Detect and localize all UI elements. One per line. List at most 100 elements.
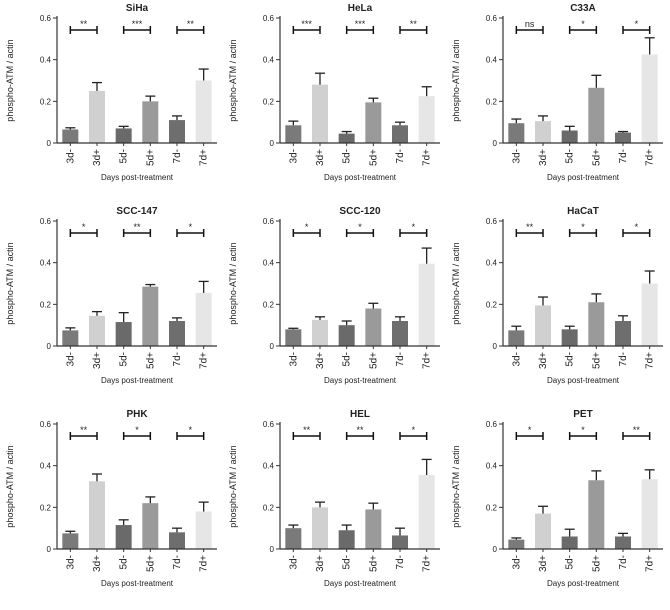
y-tick-label: 0.6 <box>263 14 275 23</box>
chart-title: SiHa <box>126 3 149 14</box>
x-tick-label: 5d- <box>119 555 130 569</box>
significance-label: ** <box>80 425 88 435</box>
x-tick-label: 3d+ <box>538 149 549 166</box>
significance-label: ** <box>633 425 641 435</box>
significance-label: * <box>581 425 585 435</box>
y-tick-label: 0 <box>47 342 52 351</box>
y-tick-label: 0.6 <box>263 420 275 429</box>
x-tick-label: 3d- <box>511 352 522 366</box>
x-tick-label: 7d- <box>395 149 406 163</box>
x-tick-label: 7d+ <box>645 555 656 572</box>
x-axis-label: Days post-treatment <box>547 579 620 588</box>
x-tick-label: 5d+ <box>591 352 602 369</box>
y-tick-label: 0.6 <box>40 420 52 429</box>
x-axis-label: Days post-treatment <box>101 579 174 588</box>
x-tick-label: 5d+ <box>368 149 379 166</box>
bar-5dminus <box>338 133 355 143</box>
significance-label: * <box>135 425 139 435</box>
y-tick-label: 0.4 <box>263 462 275 471</box>
chart-svg: C33A 0 0.2 0.4 0.6 3d- 3d+ 5d- 5d+ 7d- 7d+ ns * * Days… <box>451 3 663 182</box>
x-axis-label: Days post-treatment <box>324 173 397 182</box>
bar-3dplus <box>535 305 551 346</box>
x-tick-label: 3d+ <box>315 149 326 166</box>
significance-label: * <box>189 425 193 435</box>
y-tick-label: 0 <box>493 342 498 351</box>
bar-3dminus <box>285 528 302 549</box>
x-tick-label: 5d- <box>119 149 130 163</box>
x-tick-label: 5d- <box>342 555 353 569</box>
bar-3dminus <box>62 330 79 346</box>
x-tick-label: 7d- <box>395 555 406 569</box>
x-tick-label: 3d+ <box>92 555 103 572</box>
x-tick-label: 5d+ <box>591 149 602 166</box>
y-tick-label: 0.2 <box>486 503 498 512</box>
y-axis-label: phospho-ATM / actin <box>228 445 238 527</box>
significance-label: ** <box>356 425 364 435</box>
significance-label: ** <box>133 222 141 232</box>
bar-7dminus <box>615 132 631 143</box>
y-axis-label: phospho-ATM / actin <box>228 242 238 324</box>
bar-5dminus <box>561 536 578 549</box>
bar-3dminus <box>62 129 79 143</box>
x-tick-label: 3d- <box>65 352 76 366</box>
significance-label: *** <box>355 19 366 29</box>
significance-label: ** <box>410 19 418 29</box>
y-tick-label: 0 <box>270 139 275 148</box>
y-tick-label: 0.4 <box>486 56 498 65</box>
x-axis-label: Days post-treatment <box>324 376 397 385</box>
bar-5dplus <box>365 102 382 143</box>
bar-5dplus <box>142 286 159 346</box>
x-tick-label: 3d+ <box>315 352 326 369</box>
bar-3dplus <box>535 513 551 549</box>
chart-panel-scc-120: SCC-120 0 0.2 0.4 0.6 3d- 3d+ 5d- 5d+ 7d- 7d+ * * * Da… <box>223 203 446 406</box>
bar-5dminus <box>115 128 132 143</box>
y-tick-label: 0.4 <box>486 462 498 471</box>
bar-7dplus <box>641 54 658 144</box>
y-axis-label: phospho-ATM / actin <box>228 39 238 121</box>
x-tick-label: 7d+ <box>645 352 656 369</box>
y-tick-label: 0.2 <box>40 300 52 309</box>
bar-3dminus <box>508 123 525 143</box>
y-tick-label: 0.2 <box>40 503 52 512</box>
bar-7dplus <box>641 479 658 549</box>
y-tick-label: 0.4 <box>263 259 275 268</box>
significance-label: * <box>82 222 86 232</box>
significance-label: ** <box>80 19 88 29</box>
significance-label: * <box>581 19 585 29</box>
bar-5dplus <box>588 87 605 143</box>
bar-5dplus <box>365 308 382 346</box>
y-tick-label: 0.4 <box>263 56 275 65</box>
bar-5dminus <box>115 525 132 549</box>
x-tick-label: 5d- <box>342 149 353 163</box>
bar-7dplus <box>195 511 212 549</box>
bar-5dplus <box>588 302 605 346</box>
x-tick-label: 3d- <box>511 149 522 163</box>
bar-5dminus <box>338 530 355 549</box>
y-axis-label: phospho-ATM / actin <box>451 39 461 121</box>
y-tick-label: 0.6 <box>263 217 275 226</box>
y-tick-label: 0.6 <box>40 217 52 226</box>
x-tick-label: 3d+ <box>315 555 326 572</box>
y-tick-label: 0.2 <box>486 300 498 309</box>
x-tick-label: 5d- <box>565 555 576 569</box>
x-tick-label: 5d+ <box>368 352 379 369</box>
chart-panel-hel: HEL 0 0.2 0.4 0.6 3d- 3d+ 5d- 5d+ 7d- 7d+ ** ** * Days… <box>223 406 446 609</box>
x-tick-label: 3d- <box>65 555 76 569</box>
bar-3dplus <box>89 315 105 346</box>
chart-title: SCC-120 <box>339 206 381 217</box>
x-tick-label: 7d- <box>395 352 406 366</box>
x-tick-label: 7d+ <box>422 555 433 572</box>
chart-title: C33A <box>570 3 596 14</box>
x-tick-label: 3d- <box>65 149 76 163</box>
y-axis-label: phospho-ATM / actin <box>5 445 15 527</box>
y-tick-label: 0 <box>47 139 52 148</box>
bar-3dplus <box>535 121 551 143</box>
chart-title: HaCaT <box>567 206 599 217</box>
significance-label: ** <box>303 425 311 435</box>
y-tick-label: 0.2 <box>40 97 52 106</box>
x-tick-label: 3d- <box>288 149 299 163</box>
chart-title: PHK <box>126 409 148 420</box>
